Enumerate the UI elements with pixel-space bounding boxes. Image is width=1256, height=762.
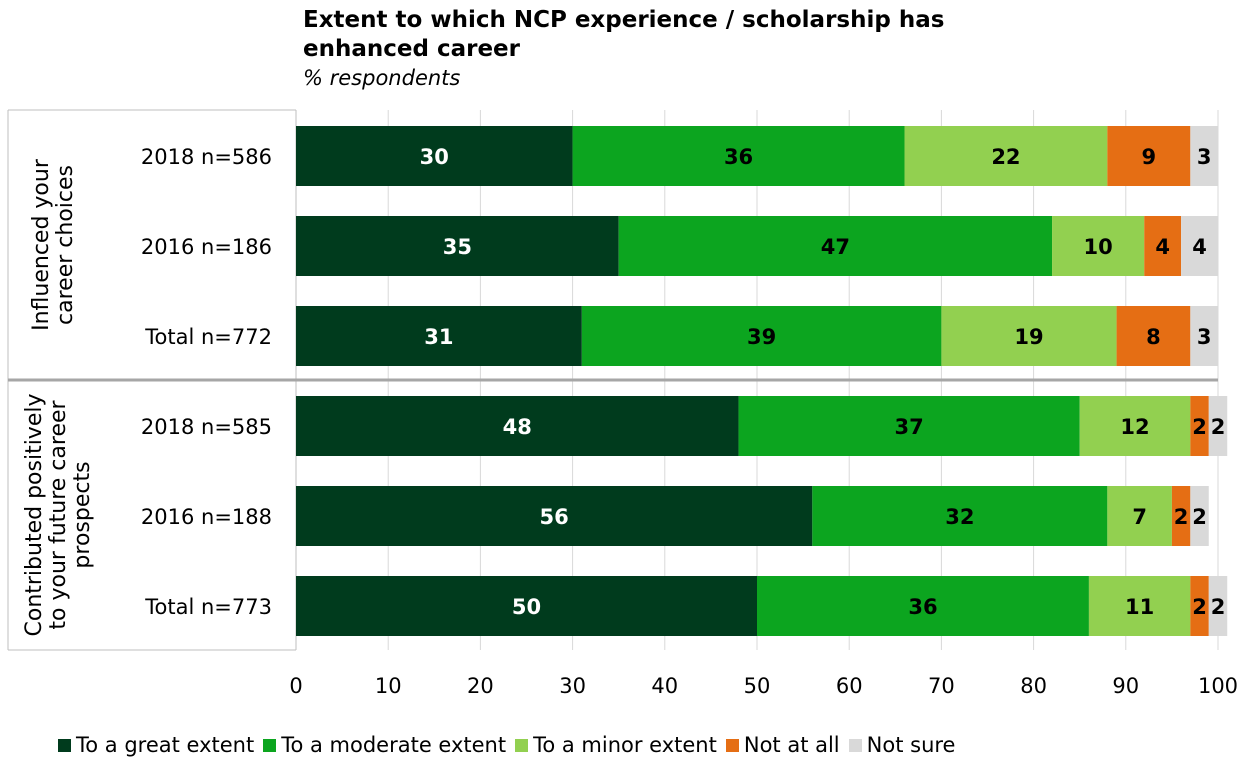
group-label-2: Contributed positivelyto your future car…: [22, 394, 95, 637]
bar-segment: [738, 396, 1080, 456]
data-label: 9: [1142, 145, 1157, 169]
data-label: 2: [1192, 415, 1207, 439]
bar-segment: [904, 126, 1108, 186]
bar-segment: [296, 126, 573, 186]
bar-segment: [296, 216, 619, 276]
data-label: 56: [540, 505, 569, 529]
x-tick-label: 70: [928, 674, 955, 698]
legend-label: To a minor extent: [533, 733, 717, 757]
bar-segment: [812, 486, 1108, 546]
bar-segment: [1190, 486, 1209, 546]
data-label: 37: [895, 415, 924, 439]
bar-segment: [1171, 486, 1191, 546]
bar-segment: [296, 486, 813, 546]
data-label: 3: [1197, 325, 1212, 349]
bar-segment: [296, 396, 739, 456]
legend-item: To a great extent: [58, 733, 254, 757]
legend-item: To a moderate extent: [263, 733, 506, 757]
data-label: 50: [512, 595, 541, 619]
group-label-1: Influenced yourcareer choices: [29, 158, 78, 331]
stacked-bar-chart: Influenced yourcareer choices Contributed…: [7, 109, 1238, 698]
bar-segment: [941, 306, 1117, 366]
legend-swatch: [725, 738, 739, 752]
x-tick-label: 30: [559, 674, 586, 698]
bar-segment: [1079, 396, 1191, 456]
legend-swatch: [263, 738, 277, 752]
bar-segment: [1144, 216, 1182, 276]
bar-segment: [1052, 216, 1145, 276]
legend-label: Not sure: [866, 733, 956, 757]
category-label: 2016 n=186: [141, 235, 272, 259]
chart-subtitle: % respondents: [303, 66, 461, 90]
data-label: 30: [420, 145, 449, 169]
data-label: 10: [1084, 235, 1113, 259]
x-tick-label: 40: [651, 674, 678, 698]
chart-legend: To a great extent To a moderate extent To …: [58, 733, 964, 757]
data-label: 36: [724, 145, 753, 169]
data-label: 12: [1120, 415, 1149, 439]
data-label: 48: [503, 415, 532, 439]
category-label: Total n=772: [144, 325, 272, 349]
data-label: 3: [1197, 145, 1212, 169]
data-label: 2: [1211, 415, 1226, 439]
data-label: 19: [1014, 325, 1043, 349]
category-label: 2018 n=585: [141, 415, 272, 439]
chart-title-block: Extent to which NCP experience / scholar…: [303, 6, 1023, 92]
data-label: 2: [1211, 595, 1226, 619]
x-tick-label: 60: [836, 674, 863, 698]
bar-segment: [618, 216, 1053, 276]
category-label: Total n=773: [144, 595, 272, 619]
data-label: 8: [1146, 325, 1161, 349]
data-label: 39: [747, 325, 776, 349]
bar-segment: [1190, 576, 1209, 636]
legend-label: To a moderate extent: [281, 733, 507, 757]
x-tick-label: 100: [1198, 674, 1238, 698]
data-label: 2: [1174, 505, 1189, 529]
bar-segment: [1208, 396, 1228, 456]
bar-segment: [572, 126, 905, 186]
legend-label: To a great extent: [76, 733, 255, 757]
bar-segment: [296, 306, 582, 366]
bar-segment: [1107, 486, 1172, 546]
x-tick-label: 90: [1112, 674, 1139, 698]
data-label: 7: [1132, 505, 1147, 529]
data-label: 36: [908, 595, 937, 619]
bar-segment: [757, 576, 1089, 636]
data-label: 11: [1125, 595, 1154, 619]
data-label: 4: [1155, 235, 1170, 259]
bar-segment: [296, 576, 757, 636]
chart-title: Extent to which NCP experience / scholar…: [303, 7, 945, 62]
legend-item: Not at all: [725, 733, 840, 757]
legend-swatch: [58, 738, 71, 752]
legend-swatch: [515, 738, 529, 752]
bar-segment: [1181, 216, 1218, 276]
data-label: 32: [945, 505, 974, 529]
data-label: 47: [821, 235, 850, 259]
bar-segment: [1190, 396, 1209, 456]
legend-item: Not sure: [848, 733, 956, 757]
legend-label: Not at all: [743, 733, 840, 757]
bar-segment: [1208, 576, 1228, 636]
bar-segment: [1190, 126, 1218, 186]
bar-segment: [1116, 306, 1191, 366]
data-label: 2: [1192, 505, 1207, 529]
x-tick-label: 10: [375, 674, 402, 698]
legend-item: To a minor extent: [515, 733, 717, 757]
legend-swatch: [848, 738, 862, 752]
x-tick-label: 80: [1020, 674, 1047, 698]
bar-segment: [581, 306, 942, 366]
data-label: 35: [443, 235, 472, 259]
category-label: 2018 n=586: [141, 145, 272, 169]
x-tick-label: 20: [467, 674, 494, 698]
x-tick-label: 0: [289, 674, 302, 698]
category-label: 2016 n=188: [141, 505, 272, 529]
data-label: 2: [1192, 595, 1207, 619]
x-tick-label: 50: [744, 674, 771, 698]
data-label: 4: [1192, 235, 1207, 259]
bar-segment: [1190, 306, 1218, 366]
data-label: 31: [424, 325, 453, 349]
data-label: 22: [991, 145, 1020, 169]
bar-segment: [1107, 126, 1191, 186]
bar-segment: [1088, 576, 1191, 636]
